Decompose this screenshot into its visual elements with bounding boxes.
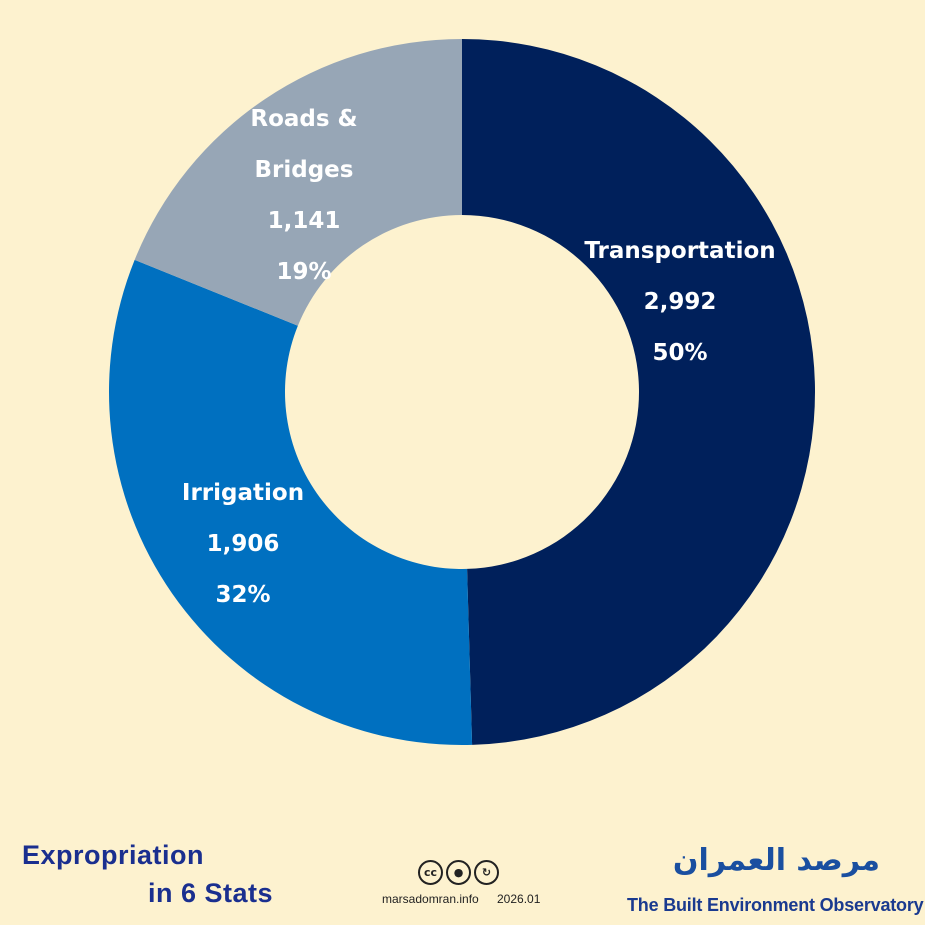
org-name-english: The Built Environment Observatory — [627, 895, 924, 915]
donut-slice-roads-bridges — [134, 39, 462, 326]
slice-name-label-irrigation: Irrigation — [182, 480, 304, 506]
donut-slice-transportation — [462, 39, 816, 745]
slice-value-label-roads-bridges: 1,141 — [268, 208, 341, 234]
slice-percent-label-transportation: 50% — [652, 340, 707, 366]
sharealike-icon: ↻ — [474, 860, 499, 885]
footer-title-line1: Expropriation — [22, 840, 205, 870]
slice-percent-label-roads-bridges: 19% — [276, 259, 331, 285]
slice-value-label-irrigation: 1,906 — [207, 531, 280, 557]
org-name-arabic: مرصد العمران — [672, 843, 880, 878]
site-url: marsadomran.info — [382, 892, 479, 906]
slice-value-label-transportation: 2,992 — [644, 289, 717, 315]
slice-percent-label-irrigation: 32% — [215, 582, 270, 608]
publish-date: 2026.01 — [497, 892, 541, 906]
slice-name-label-roads-bridges-0: Roads & — [250, 106, 357, 132]
donut-slice-irrigation — [108, 259, 473, 745]
cc-icon: cc — [418, 860, 443, 885]
slice-name-label-roads-bridges-1: Bridges — [255, 157, 354, 183]
license-badges: cc ● ↻ — [418, 860, 499, 885]
attribution-icon: ● — [446, 860, 471, 885]
slice-name-label-transportation: Transportation — [584, 238, 775, 264]
footer-title-line2: in 6 Stats — [148, 878, 274, 908]
